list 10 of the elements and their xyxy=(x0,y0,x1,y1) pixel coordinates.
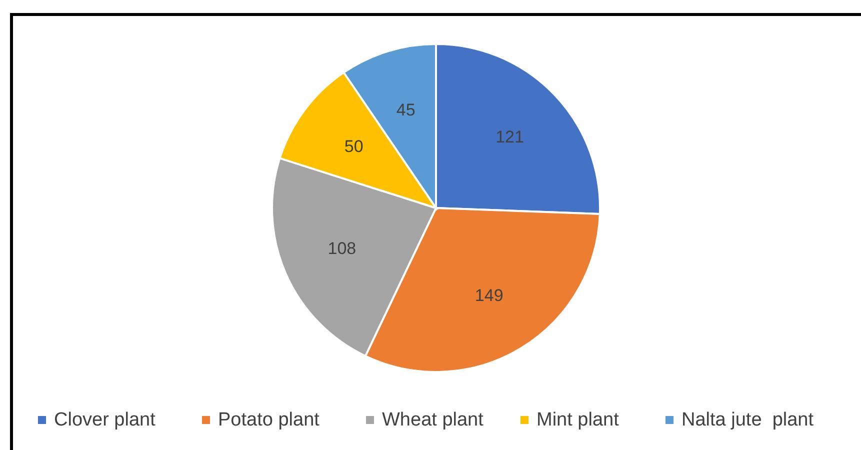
legend-label: Mint plant xyxy=(536,410,620,430)
data-label: 149 xyxy=(474,286,504,306)
data-label: 108 xyxy=(328,239,356,258)
data-label: 45 xyxy=(396,100,416,120)
legend-label: Nalta jute plant xyxy=(682,410,814,430)
data-label: 121 xyxy=(496,127,524,146)
data-label: 50 xyxy=(344,137,364,156)
legend-label: Clover plant xyxy=(54,410,156,430)
legend-label: Potato plant xyxy=(218,410,320,430)
legend-label: Wheat plant xyxy=(382,410,484,430)
